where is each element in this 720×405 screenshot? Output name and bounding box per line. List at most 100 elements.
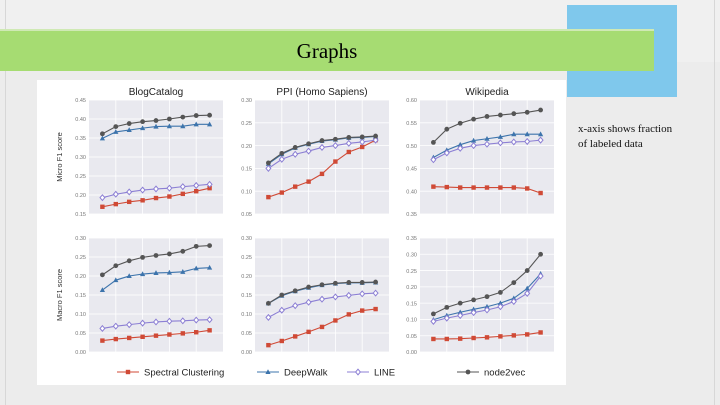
data-point — [278, 306, 285, 314]
y-tick-label: 0.20 — [241, 144, 252, 150]
data-point — [319, 282, 325, 288]
data-point — [497, 303, 504, 311]
data-point — [207, 328, 212, 333]
data-point — [153, 270, 159, 275]
data-point — [126, 188, 133, 196]
data-point — [524, 285, 530, 291]
plot-area — [255, 100, 389, 214]
data-point — [457, 309, 463, 315]
data-point — [126, 273, 132, 278]
data-point — [100, 338, 105, 343]
data-point — [279, 292, 285, 298]
data-point — [292, 302, 299, 310]
data-point — [140, 254, 145, 260]
data-point — [126, 321, 133, 329]
data-point — [279, 338, 284, 344]
data-point — [372, 136, 379, 144]
data-point — [180, 331, 185, 336]
data-point — [113, 263, 119, 269]
chart-title: BlogCatalog — [129, 87, 183, 98]
data-point — [524, 109, 530, 115]
data-point — [266, 160, 271, 166]
data-point — [346, 134, 352, 140]
data-point — [153, 333, 159, 338]
data-point — [537, 136, 544, 144]
data-point — [152, 185, 160, 193]
data-point — [126, 121, 132, 126]
data-point — [484, 335, 490, 340]
y-tick-label: 0.00 — [241, 350, 252, 356]
data-point — [470, 142, 477, 150]
data-point — [470, 309, 477, 317]
data-point — [511, 111, 517, 117]
data-point — [430, 156, 437, 164]
data-point — [140, 119, 145, 125]
data-point — [207, 112, 213, 118]
y-tick-label: 0.20 — [75, 193, 86, 199]
chart-panel-2: 0.05 0.10 0.15 0.20 0.25 0.30 PPI (Homo Sapien… — [241, 87, 389, 218]
data-point — [457, 141, 463, 147]
data-point — [319, 324, 325, 330]
y-tick-label: 0.15 — [75, 293, 86, 299]
data-point — [373, 133, 378, 139]
data-point — [457, 144, 464, 152]
data-point — [112, 190, 119, 198]
data-point — [179, 183, 186, 191]
data-point — [458, 185, 463, 190]
data-point — [525, 332, 530, 337]
data-point — [511, 280, 517, 286]
data-point — [179, 317, 186, 325]
legend-marker — [465, 369, 471, 375]
y-tick-label: 0.25 — [75, 174, 86, 180]
charts-svg: 0.15 0.20 0.25 0.30 0.35 0.40 0.45 BlogCatalog M… — [55, 87, 554, 379]
chart-panel-5: 0.00 0.05 0.10 0.15 0.20 0.25 0.30 — [241, 236, 389, 356]
data-point — [319, 171, 325, 177]
data-point — [293, 184, 298, 189]
data-point — [305, 298, 312, 306]
y-tick-label: 0.35 — [75, 136, 86, 142]
data-point — [511, 333, 516, 338]
data-point — [180, 248, 186, 254]
axis-note: x-axis shows fraction of labeled data — [578, 123, 673, 150]
data-point — [99, 324, 106, 333]
data-point — [373, 306, 378, 312]
data-point — [525, 186, 530, 191]
data-point — [484, 114, 490, 119]
y-tick-label: 0.25 — [241, 255, 252, 261]
data-point — [333, 136, 338, 142]
y-tick-label: 0.25 — [241, 121, 252, 127]
data-point — [359, 134, 365, 140]
plot-area — [420, 100, 554, 214]
data-point — [471, 185, 476, 190]
data-point — [306, 329, 311, 335]
data-point — [166, 184, 173, 192]
data-point — [167, 116, 172, 122]
data-point — [152, 318, 160, 326]
data-point — [113, 201, 118, 207]
y-tick-label: 0.50 — [406, 144, 417, 150]
data-point — [193, 113, 199, 118]
data-point — [194, 189, 199, 194]
data-point — [292, 145, 298, 150]
data-point — [346, 280, 352, 285]
data-point — [167, 332, 172, 337]
data-point — [127, 335, 132, 341]
data-point — [126, 127, 132, 133]
data-point — [373, 279, 378, 285]
data-point — [292, 288, 298, 294]
data-point — [431, 184, 436, 189]
legend-label: Spectral Clustering — [144, 368, 224, 379]
y-tick-label: 0.10 — [406, 318, 417, 324]
data-point — [511, 295, 517, 301]
data-point — [193, 181, 200, 190]
y-tick-label: 0.00 — [406, 350, 417, 356]
data-point — [360, 308, 365, 313]
data-point — [484, 303, 490, 309]
y-tick-label: 0.45 — [75, 98, 86, 104]
data-point — [443, 314, 450, 322]
y-tick-label: 0.55 — [406, 121, 417, 127]
data-point — [193, 316, 200, 324]
data-point — [538, 251, 543, 257]
data-point — [206, 180, 213, 188]
data-point — [471, 116, 476, 122]
